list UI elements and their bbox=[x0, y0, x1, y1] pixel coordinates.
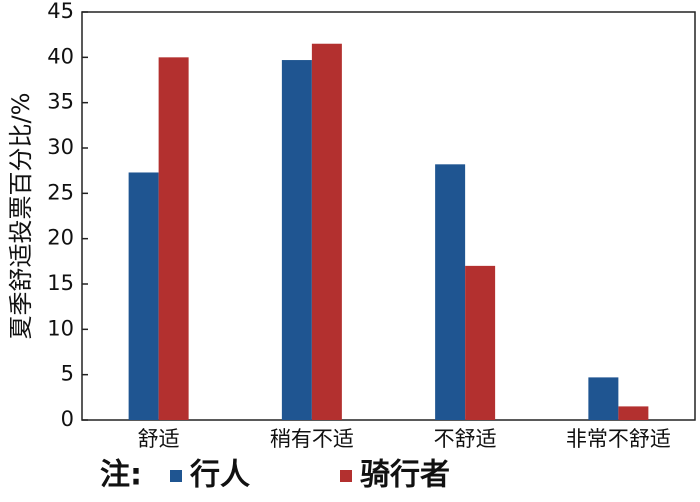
y-tick-label: 15 bbox=[47, 271, 74, 295]
y-tick-label: 10 bbox=[47, 316, 74, 340]
y-tick-label: 25 bbox=[47, 180, 74, 204]
bar bbox=[128, 172, 159, 420]
legend-label: 骑行者 bbox=[360, 458, 450, 493]
bar bbox=[281, 60, 312, 420]
bar bbox=[618, 406, 649, 420]
y-tick-label: 40 bbox=[47, 44, 74, 68]
y-tick-label: 35 bbox=[47, 90, 74, 114]
bar bbox=[435, 164, 466, 420]
bar bbox=[158, 57, 189, 420]
x-tick-label: 不舒适 bbox=[434, 427, 497, 451]
legend-swatch bbox=[340, 470, 352, 482]
y-tick-label: 30 bbox=[47, 135, 74, 159]
y-tick-label: 5 bbox=[61, 362, 74, 386]
x-tick-label: 舒适 bbox=[138, 427, 180, 451]
x-tick-label: 非常不舒适 bbox=[566, 427, 671, 451]
legend-label: 行人 bbox=[189, 458, 250, 493]
legend-swatch bbox=[170, 470, 182, 482]
y-tick-label: 45 bbox=[47, 0, 74, 23]
y-tick-label: 0 bbox=[61, 407, 74, 431]
x-tick-label: 稍有不适 bbox=[270, 427, 354, 451]
y-axis-label: 夏季舒适投票百分比/% bbox=[7, 93, 35, 340]
plot-frame bbox=[81, 11, 696, 421]
bar bbox=[311, 43, 342, 420]
bar bbox=[465, 265, 496, 420]
y-tick-label: 20 bbox=[47, 226, 74, 250]
legend-title: 注: bbox=[100, 458, 142, 493]
bar bbox=[588, 377, 619, 420]
